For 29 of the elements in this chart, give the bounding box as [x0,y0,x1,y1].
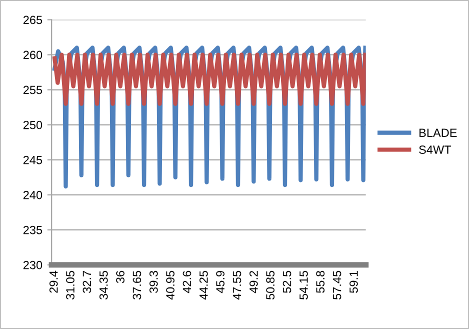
x-tick-label: 39.3 [149,270,158,293]
y-tick-label: 235 [23,226,42,234]
y-tick-label: 245 [23,156,42,164]
y-tick-label: 255 [23,86,42,94]
x-tick-label: 42.6 [182,270,192,294]
y-tick-label: 260 [23,50,42,60]
x-tick-label: 49.2 [249,270,258,294]
x-tick-label: 55.8 [316,270,325,293]
x-tick-label: 40.95 [166,270,174,300]
x-tick-label: 52.5 [282,270,292,293]
x-tick-label: 59.1 [350,270,358,293]
x-tick-label: 54.15 [300,270,308,300]
y-tick-label: 265 [23,16,42,24]
y-tick-label: 250 [23,120,42,130]
y-tick-label: 230 [23,260,42,270]
x-tick-label: 44.25 [199,270,208,300]
x-tick-label: 36 [116,270,124,284]
x-tick-label: 32.7 [82,270,92,293]
x-tick-label: 34.35 [99,270,108,300]
x-tick-label: 29.4 [49,270,58,293]
y-tick-label: 240 [23,190,42,200]
x-tick-label: 47.55 [232,270,242,300]
x-tick-label: 37.65 [132,270,142,300]
legend-label: S4WT [419,146,452,154]
x-tick-label: 50.85 [266,270,275,300]
x-tick-label: 45.9 [216,270,225,294]
x-tick-label: 31.05 [66,270,74,300]
legend-label: BLADE [420,128,457,137]
x-tick-label: 57.45 [332,270,342,300]
